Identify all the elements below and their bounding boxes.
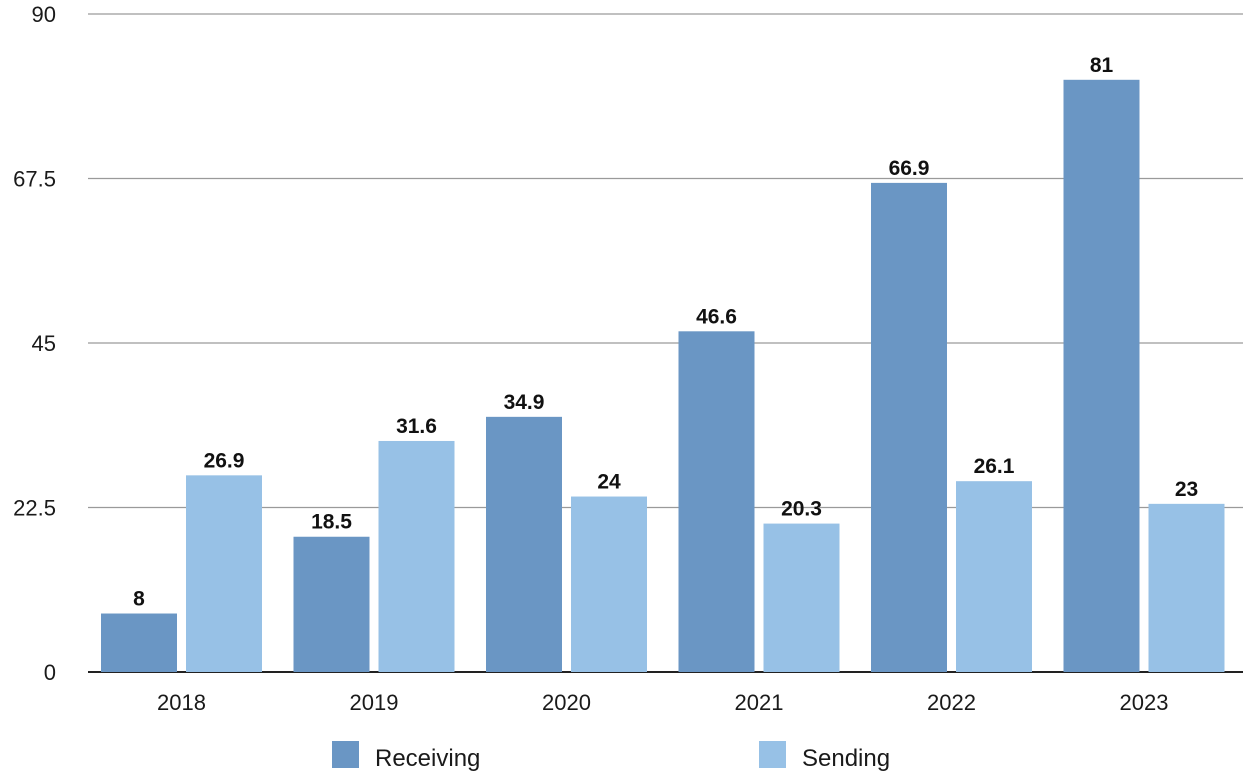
bar-receiving-2018 <box>101 613 177 672</box>
x-tick-label: 2019 <box>350 690 399 715</box>
legend: Receiving Sending <box>332 741 890 772</box>
data-label: 34.9 <box>504 391 545 414</box>
bar-sending-2022 <box>956 481 1032 672</box>
bar-sending-2020 <box>571 496 647 672</box>
bar-sending-2021 <box>763 523 840 672</box>
data-label: 24 <box>597 471 621 494</box>
gridlines <box>88 13 1243 673</box>
bar-sending-2018 <box>186 475 262 672</box>
data-label: 18.5 <box>311 511 352 534</box>
data-label: 8 <box>133 588 145 611</box>
y-tick-label: 45 <box>32 331 56 356</box>
legend-swatch-receiving <box>332 741 359 768</box>
legend-label-sending: Sending <box>802 745 890 772</box>
bar-receiving-2019 <box>293 536 370 672</box>
data-label: 26.1 <box>974 455 1015 478</box>
x-tick-label: 2020 <box>542 690 591 715</box>
data-label: 23 <box>1175 478 1198 501</box>
x-tick-label: 2023 <box>1120 690 1169 715</box>
data-label: 20.3 <box>781 498 822 521</box>
x-tick-label: 2022 <box>927 690 976 715</box>
legend-swatch-sending <box>759 741 786 768</box>
bar-sending-2023 <box>1148 503 1225 672</box>
y-tick-label: 22.5 <box>13 496 56 521</box>
y-tick-label: 0 <box>44 660 56 685</box>
bar-receiving-2020 <box>486 416 562 672</box>
data-labels: 8 26.9 18.5 31.6 34.9 24 46.6 20.3 66.9 26.1 81 23 <box>133 54 1198 611</box>
y-tick-label: 90 <box>32 2 56 27</box>
data-label: 81 <box>1090 54 1114 77</box>
data-label: 26.9 <box>204 449 245 472</box>
bar-sending-2019 <box>378 440 455 672</box>
bar-receiving-2022 <box>871 182 947 673</box>
x-tick-label: 2018 <box>157 690 206 715</box>
bar-receiving-2021 <box>678 331 755 672</box>
data-label: 46.6 <box>696 305 737 328</box>
data-label: 31.6 <box>396 415 437 438</box>
bars <box>101 79 1225 673</box>
y-axis-ticks: 0 22.5 45 67.5 90 <box>13 2 56 685</box>
data-label: 66.9 <box>889 157 930 180</box>
x-tick-label: 2021 <box>735 690 784 715</box>
bar-receiving-2023 <box>1063 79 1140 673</box>
y-tick-label: 67.5 <box>13 167 56 192</box>
legend-label-receiving: Receiving <box>375 745 480 772</box>
x-axis-ticks: 2018 2019 2020 2021 2022 2023 <box>157 690 1168 715</box>
